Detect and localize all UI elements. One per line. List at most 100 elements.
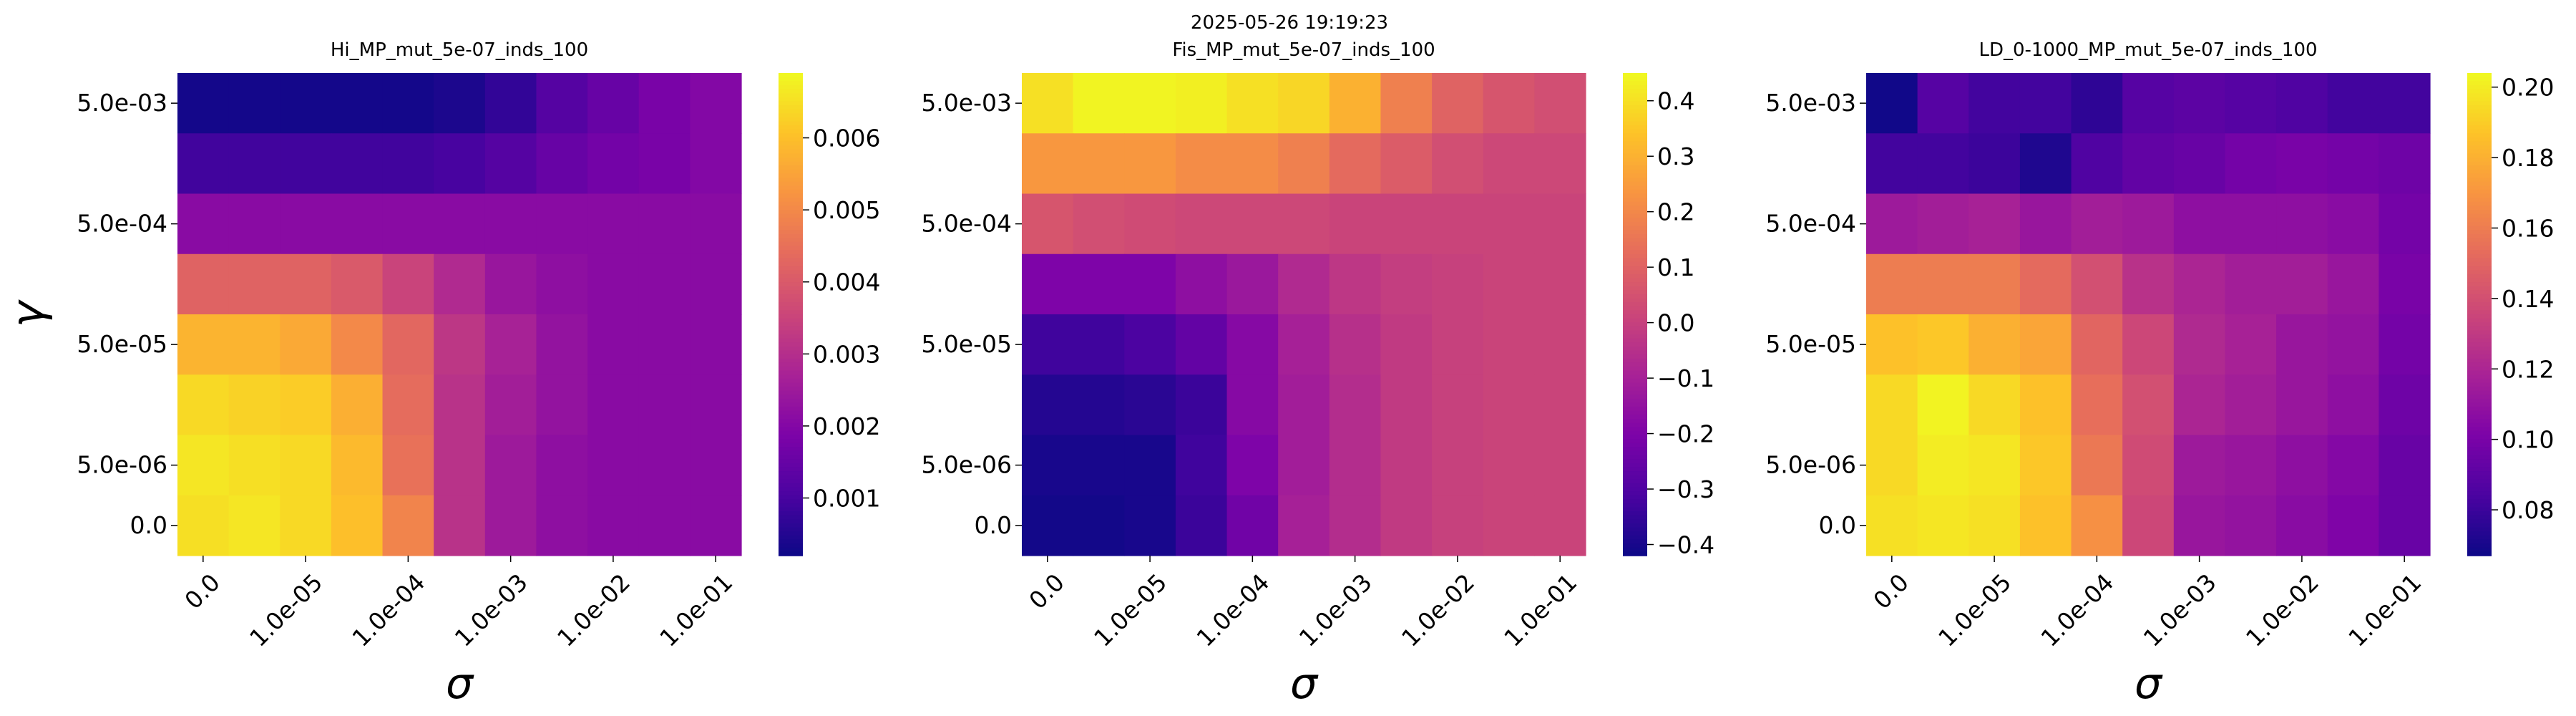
heatmap-cell — [2173, 374, 2226, 436]
colorbar-segment — [2467, 395, 2492, 400]
colorbar-segment — [1623, 479, 1647, 484]
heatmap-cell — [1917, 193, 1969, 255]
y-tick-label: 0.0 — [975, 511, 1012, 539]
colorbar-segment — [779, 145, 803, 150]
colorbar-segment — [1623, 153, 1647, 158]
colorbar-segment — [2467, 362, 2492, 367]
colorbar-segment — [2467, 286, 2492, 291]
colorbar-segment — [779, 422, 803, 428]
colorbar-segment — [2467, 447, 2492, 452]
heatmap-cell — [2019, 193, 2072, 255]
heatmap-cell — [1022, 314, 1074, 375]
colorbar-segment — [779, 84, 803, 90]
colorbar-segment — [2467, 294, 2492, 299]
heatmap-cell — [690, 314, 742, 375]
colorbar-segment — [779, 209, 803, 215]
heatmap-cell — [1866, 435, 1918, 496]
heatmap-cell — [638, 73, 691, 134]
heatmap-cell — [2071, 314, 2123, 375]
colorbar-tick-label: 0.20 — [2502, 74, 2554, 102]
colorbar-segment — [779, 430, 803, 436]
heatmap-cell — [1329, 435, 1382, 496]
colorbar-segment — [2467, 278, 2492, 283]
colorbar-segment — [779, 253, 803, 259]
heatmap-cell — [1226, 73, 1279, 134]
heatmap-cell — [434, 133, 486, 195]
heatmap-cell — [2379, 374, 2431, 436]
colorbar-segment — [1623, 346, 1647, 352]
y-tick-label: 5.0e-03 — [77, 89, 167, 117]
colorbar-segment — [1623, 258, 1647, 263]
colorbar-segment — [2467, 346, 2492, 352]
heatmap-cell — [1432, 314, 1484, 375]
heatmap-cell — [177, 253, 230, 315]
colorbar-segment — [1623, 121, 1647, 126]
colorbar: 0.4 0.3 0.2 0.1 0.0 −0.1 −0.2 −0.3 −0.4 — [1623, 73, 1714, 559]
heatmap-cell — [2122, 435, 2175, 496]
heatmap-cell — [1278, 495, 1330, 556]
heatmap-cell — [2379, 193, 2431, 255]
colorbar-segment — [779, 97, 803, 102]
heatmap-cell — [2379, 73, 2431, 134]
colorbar-segment — [779, 318, 803, 324]
colorbar-segment — [1623, 471, 1647, 476]
colorbar-segment — [779, 326, 803, 332]
colorbar-segment — [1623, 511, 1647, 516]
colorbar-segment — [779, 491, 803, 496]
colorbar-segment — [1623, 290, 1647, 295]
heatmap-cell — [484, 133, 537, 195]
colorbar-segment — [2467, 422, 2492, 428]
heatmap-cell — [1175, 73, 1228, 134]
colorbar-segment — [2467, 189, 2492, 195]
heatmap-cell — [1534, 133, 1586, 195]
colorbar-segment — [1623, 314, 1647, 319]
colorbar-segment — [779, 515, 803, 521]
colorbar-segment — [779, 221, 803, 227]
colorbar-segment — [779, 109, 803, 114]
colorbar-segment — [779, 129, 803, 135]
colorbar-segment — [779, 427, 803, 432]
colorbar-segment — [779, 258, 803, 263]
heatmap-cells — [1866, 73, 2431, 556]
heatmap-cell — [1278, 435, 1330, 496]
colorbar-segment — [2467, 407, 2492, 412]
colorbar-segment — [2467, 230, 2492, 235]
colorbar-segment — [1623, 129, 1647, 135]
colorbar-segment — [2467, 415, 2492, 420]
heatmap-cell — [484, 253, 537, 315]
heatmap-cell — [2122, 73, 2175, 134]
heatmap-cells — [177, 73, 742, 556]
colorbar-segment — [2467, 81, 2492, 86]
colorbar-segment — [779, 270, 803, 275]
heatmap-cell — [2071, 435, 2123, 496]
x-tick-label: 1.0e-01 — [2343, 569, 2426, 652]
heatmap-cell — [587, 133, 640, 195]
colorbar-segment — [1623, 350, 1647, 355]
colorbar-segment — [779, 230, 803, 235]
heatmap-cell — [280, 73, 332, 134]
colorbar-segment — [1623, 233, 1647, 239]
y-tick-label: 0.0 — [1819, 511, 1856, 539]
colorbar-tick-label: 0.002 — [813, 412, 880, 440]
heatmap-cell — [2122, 374, 2175, 436]
heatmap-cell — [2327, 314, 2379, 375]
heatmap-cell — [382, 253, 434, 315]
x-axis-label: σ — [2135, 659, 2163, 709]
heatmap-cell — [331, 374, 384, 436]
heatmap-cell — [1022, 253, 1074, 315]
heatmap-cell — [1483, 253, 1535, 315]
colorbar-segment — [779, 535, 803, 541]
colorbar-segment — [779, 358, 803, 364]
colorbar-segment — [779, 507, 803, 513]
y-tick-label: 5.0e-03 — [1765, 89, 1856, 117]
heatmap-cell — [1534, 374, 1586, 436]
colorbar-segment — [1623, 149, 1647, 155]
colorbar-segment — [2467, 282, 2492, 287]
colorbar-tick-label: 0.3 — [1657, 142, 1694, 170]
heatmap-cell — [2225, 435, 2277, 496]
colorbar-segment — [2467, 198, 2492, 203]
colorbar-segment — [1623, 238, 1647, 243]
heatmap-cell — [2225, 73, 2277, 134]
colorbar-segment — [2467, 430, 2492, 436]
colorbar-segment — [1623, 410, 1647, 416]
